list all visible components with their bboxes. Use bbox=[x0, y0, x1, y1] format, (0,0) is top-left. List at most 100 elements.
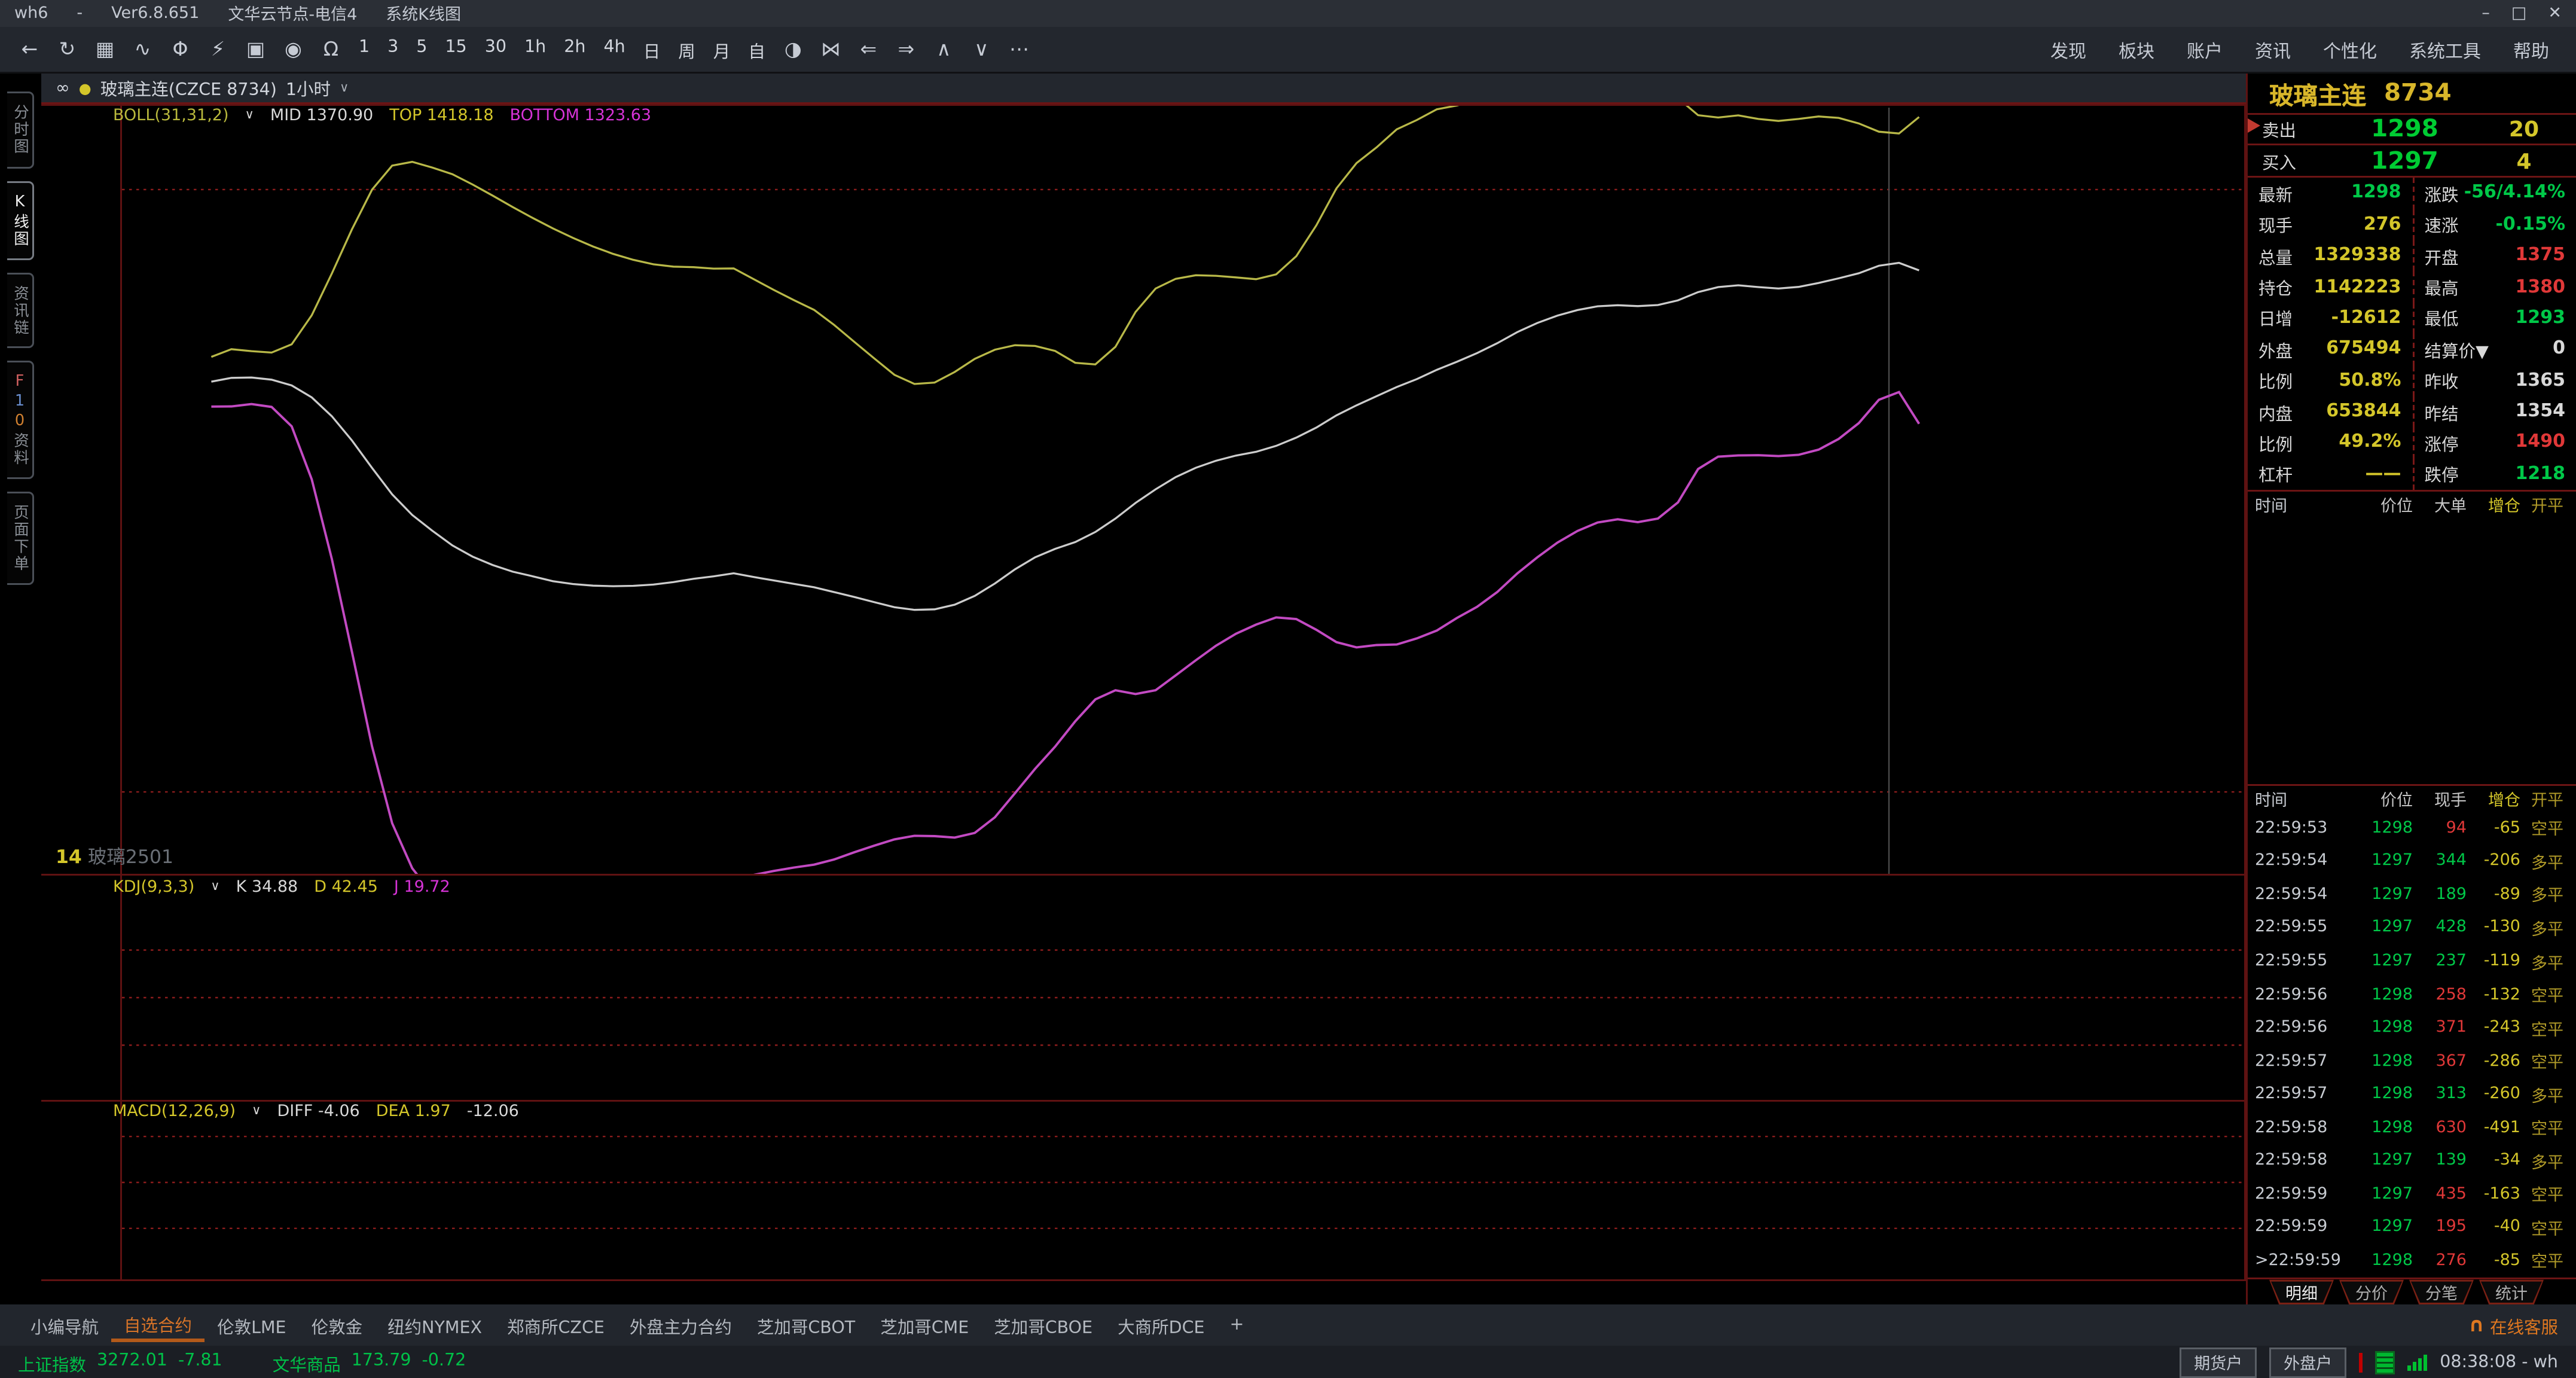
link-icon[interactable]: ∞ bbox=[56, 78, 70, 98]
market-tab-9[interactable]: 芝加哥CBOE bbox=[994, 1318, 1093, 1338]
menu-item-5[interactable]: 系统工具 bbox=[2409, 43, 2481, 63]
market-tab-0[interactable]: 小编导航 bbox=[30, 1318, 99, 1338]
market-tab-7[interactable]: 芝加哥CBOT bbox=[756, 1318, 856, 1338]
tick-volume: 313 bbox=[2435, 1086, 2467, 1104]
tick-time: 22:59:59 bbox=[2255, 1219, 2328, 1237]
period-button-月[interactable]: 月 bbox=[713, 42, 731, 62]
sidebar-tab-2[interactable]: 资讯链 bbox=[7, 272, 34, 348]
view-name[interactable]: 系统K线图 bbox=[386, 7, 461, 25]
flag-icon[interactable]: ⋈ bbox=[820, 38, 841, 61]
panel-collapse-icon[interactable] bbox=[2248, 118, 2260, 133]
menu-item-0[interactable]: 发现 bbox=[2050, 43, 2086, 63]
pattern-box-icon[interactable]: ▣ bbox=[246, 38, 265, 61]
sidebar-tab-4[interactable]: 页面下单 bbox=[7, 492, 34, 585]
page-right-icon[interactable]: ⇒ bbox=[898, 38, 915, 61]
collapse-up-icon[interactable]: ∧ bbox=[936, 38, 951, 61]
sidebar-tab-3[interactable]: F10资料 bbox=[7, 361, 34, 479]
market-tab-1[interactable]: 自选合约 bbox=[111, 1309, 205, 1342]
candlestick-chart[interactable] bbox=[41, 104, 2246, 1281]
chevron-down-icon[interactable]: ∨ bbox=[210, 879, 220, 894]
index-quote-2[interactable]: 文华商品 173.79 -0.72 bbox=[273, 1350, 466, 1376]
period-button-3[interactable]: 3 bbox=[387, 36, 399, 57]
market-tab-8[interactable]: 芝加哥CME bbox=[880, 1318, 969, 1338]
period-button-自[interactable]: 自 bbox=[748, 42, 765, 62]
tick-oi-change: -89 bbox=[2493, 886, 2520, 904]
detail-tab-0[interactable]: 明细 bbox=[2269, 1279, 2334, 1305]
tick-price: 1297 bbox=[2371, 1152, 2413, 1170]
chevron-down-icon[interactable]: ∨ bbox=[340, 81, 349, 95]
chart-area[interactable]: BOLL(31,31,2) ∨ MID 1370.90 TOP 1418.18 … bbox=[41, 104, 2246, 1281]
menu-item-3[interactable]: 资讯 bbox=[2255, 43, 2291, 63]
detail-tabs: 明细 分价 分笔 统计 bbox=[2248, 1279, 2576, 1305]
kdj-j-value: J 19.72 bbox=[393, 879, 450, 897]
detail-tab-3[interactable]: 统计 bbox=[2479, 1279, 2544, 1305]
contrast-icon[interactable]: ◑ bbox=[784, 38, 802, 61]
page-left-icon[interactable]: ⇐ bbox=[860, 38, 877, 61]
menu-item-1[interactable]: 板块 bbox=[2119, 43, 2154, 63]
sidebar-tab-0[interactable]: 分时图 bbox=[7, 92, 34, 168]
online-service-button[interactable]: ∩ 在线客服 bbox=[2468, 1313, 2558, 1338]
menu-item-4[interactable]: 个性化 bbox=[2323, 43, 2377, 63]
close-icon[interactable]: ✕ bbox=[2548, 4, 2562, 23]
period-button-周[interactable]: 周 bbox=[678, 42, 695, 62]
detail-tab-1[interactable]: 分价 bbox=[2339, 1279, 2404, 1305]
back-icon[interactable]: ← bbox=[21, 38, 38, 61]
ask-price: 1298 bbox=[2371, 115, 2438, 144]
chevron-down-icon[interactable]: ∨ bbox=[252, 1103, 261, 1118]
tick-volume: 428 bbox=[2435, 919, 2467, 938]
interval-label[interactable]: 1小时 bbox=[285, 81, 331, 100]
period-button-30[interactable]: 30 bbox=[484, 36, 506, 57]
boll-label[interactable]: BOLL(31,31,2) bbox=[113, 108, 229, 126]
period-button-1[interactable]: 1 bbox=[359, 36, 370, 57]
instrument-name[interactable]: 玻璃主连(CZCE 8734) bbox=[100, 81, 277, 100]
collapse-down-icon[interactable]: ∨ bbox=[974, 38, 989, 61]
foreign-account-button[interactable]: 外盘户 bbox=[2269, 1347, 2347, 1378]
market-tab-3[interactable]: 伦敦金 bbox=[311, 1318, 363, 1338]
col-header-开平: 开平 bbox=[2531, 792, 2563, 810]
kdj-label[interactable]: KDJ(9,3,3) bbox=[113, 879, 195, 897]
toolbar-icons-left: ← ↻ ▦ ∿ Φ ⚡ ▣ ◉ Ω bbox=[11, 38, 350, 61]
tick-price: 1297 bbox=[2371, 1219, 2413, 1237]
period-button-5[interactable]: 5 bbox=[416, 36, 428, 57]
tick-direction: 空平 bbox=[2531, 1055, 2563, 1074]
sidebar-tab-1[interactable]: K线图 bbox=[7, 180, 34, 260]
server-node[interactable]: 文华云节点-电信4 bbox=[228, 7, 358, 25]
tick-direction: 多平 bbox=[2531, 955, 2563, 974]
quote-label: 最新 bbox=[2258, 186, 2293, 206]
quote-label: 外盘 bbox=[2258, 342, 2293, 362]
period-button-15[interactable]: 15 bbox=[445, 36, 467, 57]
market-tab-4[interactable]: 纽约NYMEX bbox=[387, 1318, 483, 1338]
refresh-icon[interactable]: ↻ bbox=[59, 38, 76, 61]
bid-row[interactable]: 买入 1297 4 bbox=[2248, 146, 2576, 178]
target-icon[interactable]: ◉ bbox=[285, 38, 302, 61]
tick-direction: 空平 bbox=[2531, 1255, 2563, 1273]
market-tab-11[interactable]: + bbox=[1229, 1315, 1244, 1335]
chevron-down-icon[interactable]: ∨ bbox=[245, 108, 254, 122]
period-button-日[interactable]: 日 bbox=[643, 42, 661, 62]
market-tab-2[interactable]: 伦敦LME bbox=[217, 1318, 286, 1338]
maximize-icon[interactable]: □ bbox=[2511, 4, 2527, 23]
instrument-selector-row: ∞ ● 玻璃主连(CZCE 8734) 1小时 ∨ bbox=[41, 74, 2246, 104]
market-tab-6[interactable]: 外盘主力合约 bbox=[629, 1318, 732, 1338]
tick-direction: 多平 bbox=[2531, 1089, 2563, 1107]
line-chart-icon[interactable]: ∿ bbox=[134, 38, 151, 61]
index-quote-1[interactable]: 上证指数 3272.01 -7.81 bbox=[18, 1350, 222, 1376]
minimize-icon[interactable]: – bbox=[2482, 4, 2490, 23]
grid-view-icon[interactable]: ▦ bbox=[95, 38, 115, 61]
quote-symbol-code: 8734 bbox=[2384, 78, 2452, 108]
market-tab-10[interactable]: 大商所DCE bbox=[1118, 1318, 1205, 1338]
measure-icon[interactable]: Φ bbox=[172, 38, 188, 61]
macd-label[interactable]: MACD(12,26,9) bbox=[113, 1103, 236, 1121]
period-button-4h[interactable]: 4h bbox=[603, 36, 625, 57]
ask-row[interactable]: 卖出 1298 20 bbox=[2248, 114, 2576, 147]
period-button-2h[interactable]: 2h bbox=[564, 36, 586, 57]
bell-icon[interactable]: Ω bbox=[323, 38, 339, 61]
period-button-1h[interactable]: 1h bbox=[524, 36, 547, 57]
futures-account-button[interactable]: 期货户 bbox=[2180, 1347, 2257, 1378]
more-icon[interactable]: ⋯ bbox=[1009, 38, 1029, 61]
market-tab-5[interactable]: 郑商所CZCE bbox=[507, 1318, 605, 1338]
detail-tab-2[interactable]: 分笔 bbox=[2409, 1279, 2474, 1305]
menu-item-2[interactable]: 账户 bbox=[2187, 43, 2223, 63]
lightning-icon[interactable]: ⚡ bbox=[210, 38, 225, 61]
menu-item-6[interactable]: 帮助 bbox=[2513, 43, 2549, 63]
